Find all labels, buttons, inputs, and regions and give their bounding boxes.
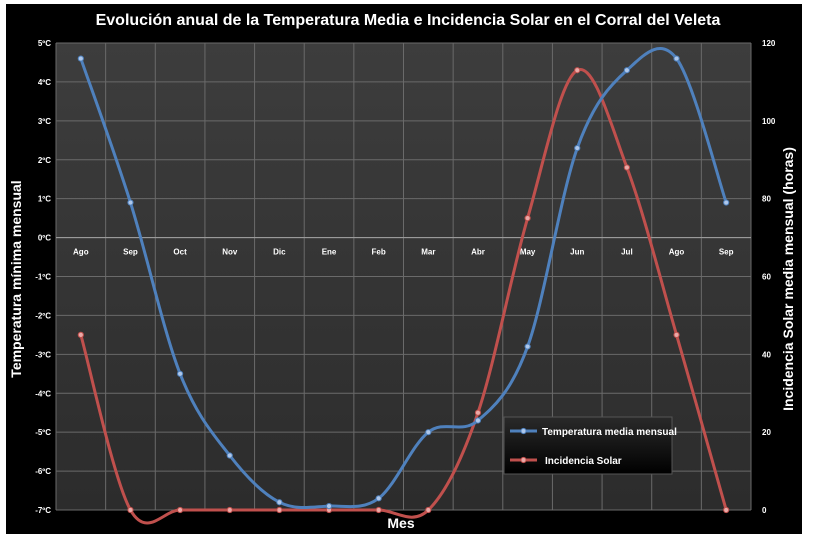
data-point-solar — [425, 506, 432, 514]
left-tick-label: -3ºC — [35, 350, 51, 359]
legend: Temperatura media mensual Incidencia Sol… — [503, 416, 677, 475]
data-point-temperature — [77, 55, 84, 62]
right-axis-label: Incidencia Solar media mensual (horas) — [780, 147, 796, 411]
left-tick-label: 5ºC — [38, 39, 51, 48]
x-tick-label: May — [520, 248, 536, 257]
x-tick-label: Oct — [173, 248, 187, 257]
series-solar — [77, 67, 730, 525]
data-point-temperature — [723, 199, 730, 206]
data-point-temperature — [375, 495, 382, 502]
data-point-temperature — [524, 343, 531, 350]
x-tick-label: Jun — [570, 248, 584, 257]
data-point-solar — [723, 506, 730, 514]
data-point-solar — [77, 331, 84, 338]
x-tick-label: Dic — [273, 248, 286, 257]
x-tick-label: Feb — [372, 248, 386, 257]
data-point-temperature — [127, 199, 134, 206]
data-point-solar — [574, 67, 581, 74]
chart-svg: Evolución anual de la Temperatura Media … — [8, 12, 796, 531]
left-axis-label: Temperatura mínima mensual — [8, 180, 24, 377]
right-tick-label: 120 — [762, 39, 776, 48]
left-tick-label: -2ºC — [35, 311, 51, 320]
left-tick-label: -7ºC — [35, 506, 51, 515]
right-tick-label: 100 — [762, 117, 776, 126]
data-point-solar — [276, 506, 283, 514]
left-tick-label: 1ºC — [38, 195, 51, 204]
left-axis-ticks: 5ºC 4ºC 3ºC 2ºC 1ºC 0ºC -1ºC -2ºC -3ºC -4ºC -5ºC -6… — [35, 39, 51, 515]
data-point-solar — [673, 331, 680, 338]
chart-container: Evolución anual de la Temperatura Media … — [6, 4, 802, 534]
data-point-temperature — [474, 417, 482, 424]
left-tick-label: -4ºC — [35, 389, 51, 398]
right-tick-label: 40 — [762, 350, 771, 359]
x-tick-label: Ago — [73, 248, 89, 257]
legend-box — [503, 416, 673, 475]
data-point-temperature — [673, 55, 680, 62]
data-point-temperature — [325, 503, 333, 510]
x-tick-label: Abr — [471, 248, 485, 257]
right-axis-ticks: 120 100 80 60 40 20 0 — [762, 39, 776, 515]
data-point-solar — [177, 506, 184, 514]
x-tick-label: Ene — [322, 248, 337, 257]
data-point-temperature — [276, 499, 283, 506]
data-point-solar — [524, 215, 531, 222]
left-tick-label: -5ºC — [35, 428, 51, 437]
data-point-temperature — [623, 67, 630, 74]
data-point-temperature — [226, 452, 233, 459]
data-point-solar — [226, 506, 233, 514]
right-tick-label: 80 — [762, 195, 771, 204]
right-tick-label: 0 — [762, 506, 767, 515]
data-point-temperature — [574, 144, 581, 152]
left-tick-label: 0ºC — [38, 234, 51, 243]
x-tick-label: Mar — [421, 248, 435, 257]
data-point-solar — [623, 164, 630, 171]
left-tick-label: 2ºC — [38, 156, 51, 165]
legend-marker-temperature — [520, 427, 527, 435]
x-axis-ticks: Ago Sep Oct Nov Dic Ene Feb Mar Abr May Jun Jul Ago S… — [73, 248, 734, 257]
data-point-temperature — [425, 429, 432, 436]
x-tick-label: Sep — [719, 248, 734, 257]
chart-title: Evolución anual de la Temperatura Media … — [96, 12, 721, 29]
left-tick-label: -1ºC — [35, 273, 51, 282]
x-tick-label: Jul — [621, 248, 633, 257]
right-tick-label: 20 — [762, 428, 771, 437]
data-point-solar — [127, 506, 134, 514]
series-temperature — [77, 46, 730, 510]
data-point-solar — [375, 506, 382, 514]
series-layer — [77, 46, 730, 525]
legend-label-solar: Incidencia Solar — [545, 456, 622, 467]
x-tick-label: Sep — [123, 248, 138, 257]
left-tick-label: 4ºC — [38, 78, 51, 87]
x-tick-label: Ago — [669, 248, 685, 257]
left-tick-label: 3ºC — [38, 117, 51, 126]
data-point-temperature — [177, 370, 184, 377]
legend-label-temperature: Temperatura media mensual — [542, 427, 677, 438]
left-tick-label: -6ºC — [35, 467, 51, 476]
x-tick-label: Nov — [222, 248, 238, 257]
data-point-solar — [474, 409, 482, 416]
right-tick-label: 60 — [762, 273, 771, 282]
legend-marker-solar — [520, 456, 527, 464]
x-axis-label: Mes — [387, 515, 414, 531]
